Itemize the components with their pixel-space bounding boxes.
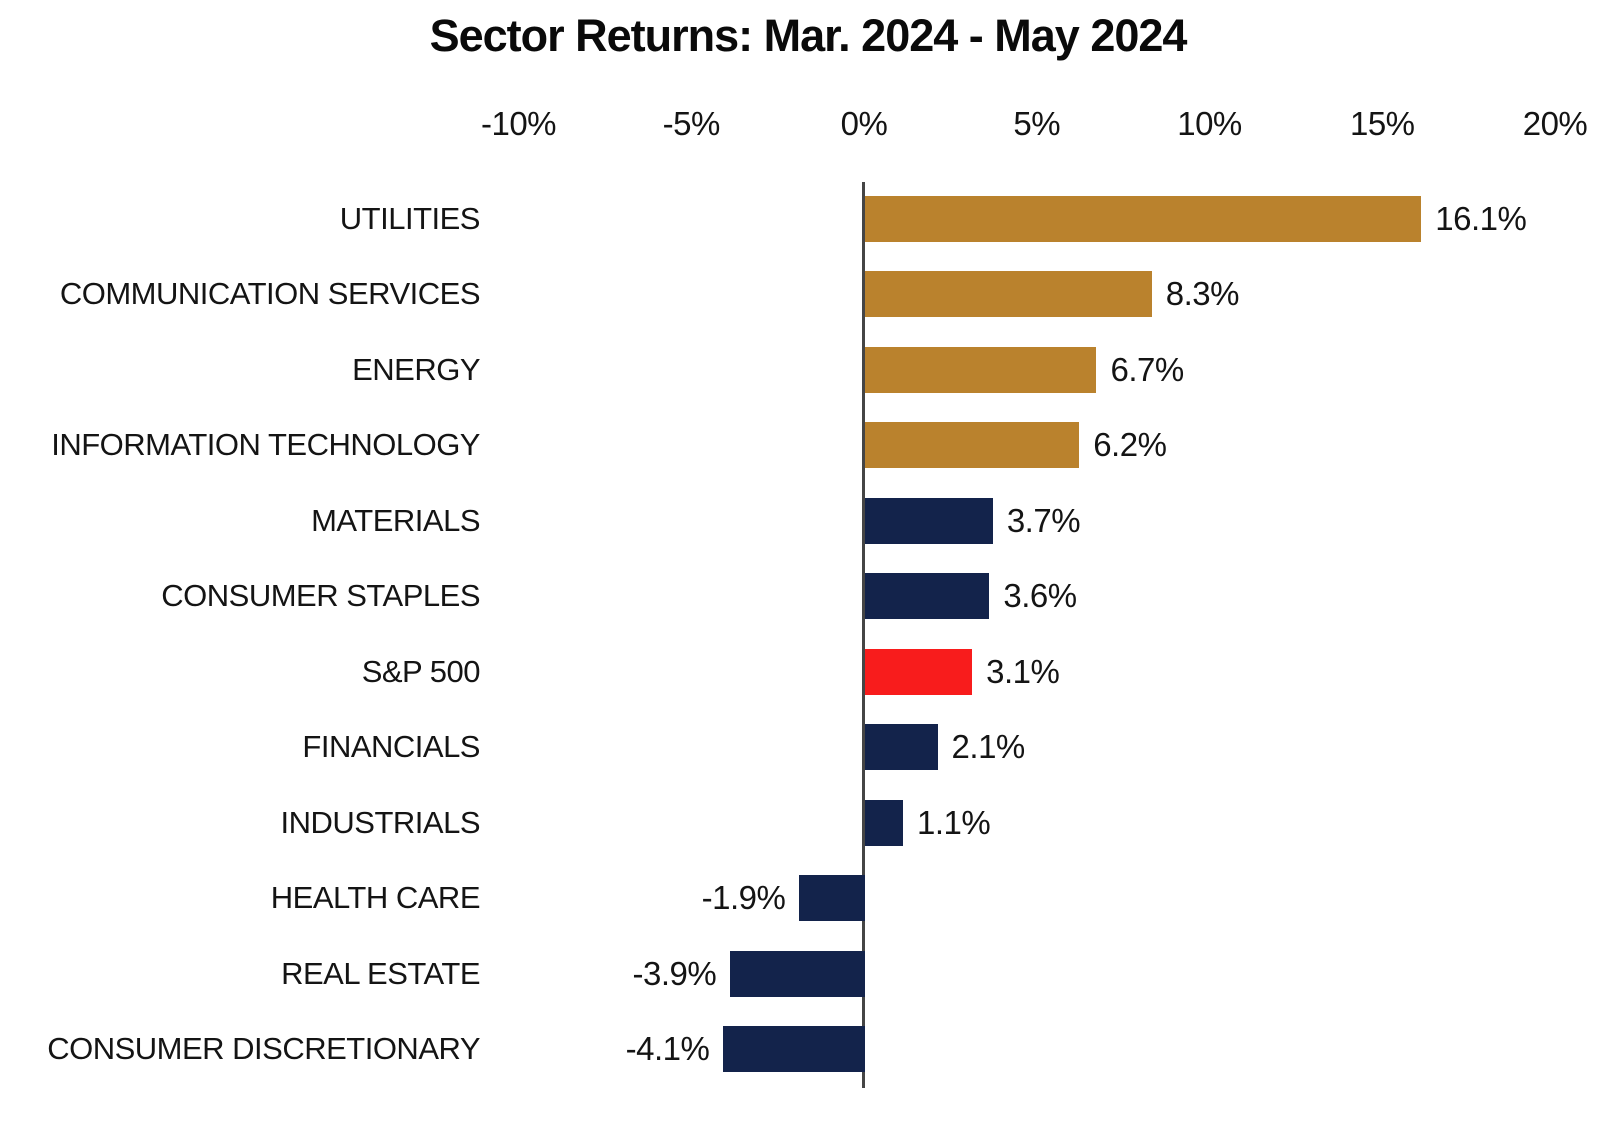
bar-industrials: [865, 799, 903, 846]
value-label-real-estate: -3.9%: [632, 954, 717, 992]
bar-utilities: [865, 195, 1422, 242]
category-label-materials: MATERIALS: [311, 502, 480, 538]
value-label-energy: 6.7%: [1110, 350, 1184, 388]
value-label-consumer-discretionary: -4.1%: [625, 1030, 710, 1067]
category-label-consumer-discretionary: CONSUMER DISCRETIONARY: [47, 1031, 480, 1066]
category-label-health-care: HEALTH CARE: [270, 880, 481, 915]
x-axis-tick-20pct: 20%: [1522, 105, 1588, 142]
bar-health-care: [799, 875, 865, 921]
bar-consumer-discretionary: [723, 1026, 865, 1072]
chart-title: Sector Returns: Mar. 2024 - May 2024: [429, 10, 1188, 61]
bar-sandp-500: [865, 648, 973, 695]
x-axis-tick-0pct: 0%: [840, 105, 888, 142]
category-label-sandp-500: S&P 500: [361, 653, 481, 689]
x-axis-tick-neg10pct: -10%: [480, 105, 557, 142]
value-label-sandp-500: 3.1%: [986, 652, 1060, 690]
bar-consumer-staples: [865, 573, 990, 619]
category-label-information-technology: INFORMATION TECHNOLOGY: [51, 427, 480, 462]
value-label-communication-services: 8.3%: [1165, 275, 1240, 312]
category-label-real-estate: REAL ESTATE: [281, 955, 480, 991]
value-label-information-technology: 6.2%: [1093, 426, 1167, 463]
category-label-industrials: INDUSTRIALS: [280, 804, 481, 840]
category-label-consumer-staples: CONSUMER STAPLES: [161, 578, 480, 613]
x-axis-tick-15pct: 15%: [1349, 105, 1415, 142]
value-label-utilities: 16.1%: [1435, 199, 1527, 237]
value-label-materials: 3.7%: [1006, 501, 1081, 539]
value-label-industrials: 1.1%: [917, 803, 991, 841]
x-axis-tick-5pct: 5%: [1013, 105, 1061, 142]
category-label-communication-services: COMMUNICATION SERVICES: [59, 276, 481, 311]
bar-energy: [865, 346, 1097, 393]
x-axis-tick-neg5pct: -5%: [662, 105, 721, 142]
value-label-health-care: -1.9%: [701, 879, 786, 916]
category-label-energy: ENERGY: [352, 351, 480, 387]
value-label-financials: 2.1%: [951, 728, 1026, 765]
value-label-consumer-staples: 3.6%: [1003, 577, 1077, 614]
bar-real-estate: [730, 950, 865, 997]
x-axis-tick-10pct: 10%: [1177, 105, 1242, 142]
category-label-utilities: UTILITIES: [339, 200, 481, 236]
zero-axis-line: [862, 182, 865, 1088]
bar-financials: [865, 724, 938, 770]
category-label-financials: FINANCIALS: [302, 729, 480, 764]
bar-information-technology: [865, 422, 1080, 468]
bar-materials: [865, 497, 993, 544]
bar-communication-services: [865, 271, 1152, 317]
